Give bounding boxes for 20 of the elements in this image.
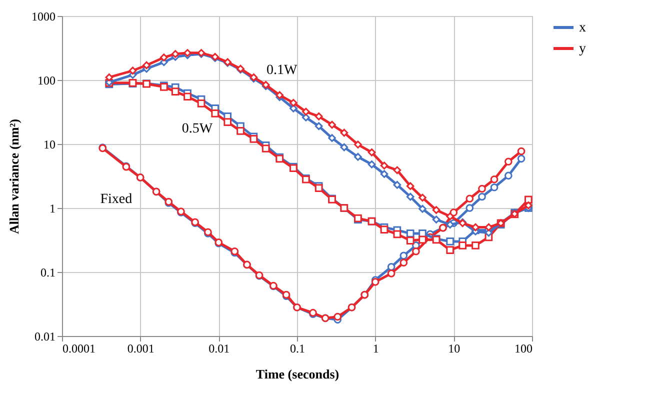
x-tick-label: 0.001 [127,342,154,356]
legend-label: x [579,20,586,36]
annotation: 0.1W [266,62,298,78]
y-tick-label: 0.01 [34,330,56,344]
y-tick-label: 1 [50,202,56,216]
y-axis-title: Allan variance (nm²) [6,118,22,234]
y-tick-label: 10 [44,138,56,152]
annotation: 0.5W [182,121,214,136]
legend-label: y [579,42,586,56]
x-tick-label: 1 [372,342,379,356]
x-tick-label: 100 [514,342,532,356]
x-tick-label: 10 [448,342,460,356]
y-tick-label: 0.1 [40,266,56,280]
x-tick-label: 0.1 [290,342,305,356]
x-tick-label: 0.0001 [62,342,96,356]
x-axis-title: Time (seconds) [256,366,340,382]
y-tick-label: 100 [38,74,56,88]
annotation: Fixed [100,192,132,207]
x-tick-label: 0.01 [208,342,230,356]
y-tick-label: 1000 [32,10,56,24]
